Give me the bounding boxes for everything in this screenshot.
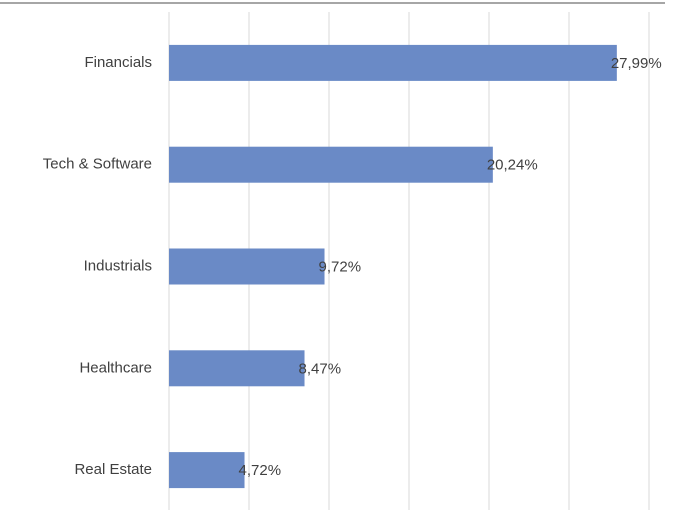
value-label: 9,72%	[319, 258, 362, 275]
value-label: 4,72%	[239, 462, 282, 479]
bar	[169, 146, 493, 183]
bar	[169, 452, 245, 489]
bar	[169, 350, 305, 387]
y-tick-label: Financials	[84, 54, 152, 71]
value-label: 20,24%	[487, 157, 538, 174]
bar	[169, 248, 325, 285]
value-label: 27,99%	[611, 55, 662, 72]
y-tick-label: Real Estate	[74, 461, 152, 478]
y-tick-label: Industrials	[84, 257, 152, 274]
value-label: 8,47%	[299, 360, 342, 377]
y-tick-label: Healthcare	[79, 359, 152, 376]
y-tick-label: Tech & Software	[43, 156, 152, 173]
bar	[169, 44, 617, 81]
